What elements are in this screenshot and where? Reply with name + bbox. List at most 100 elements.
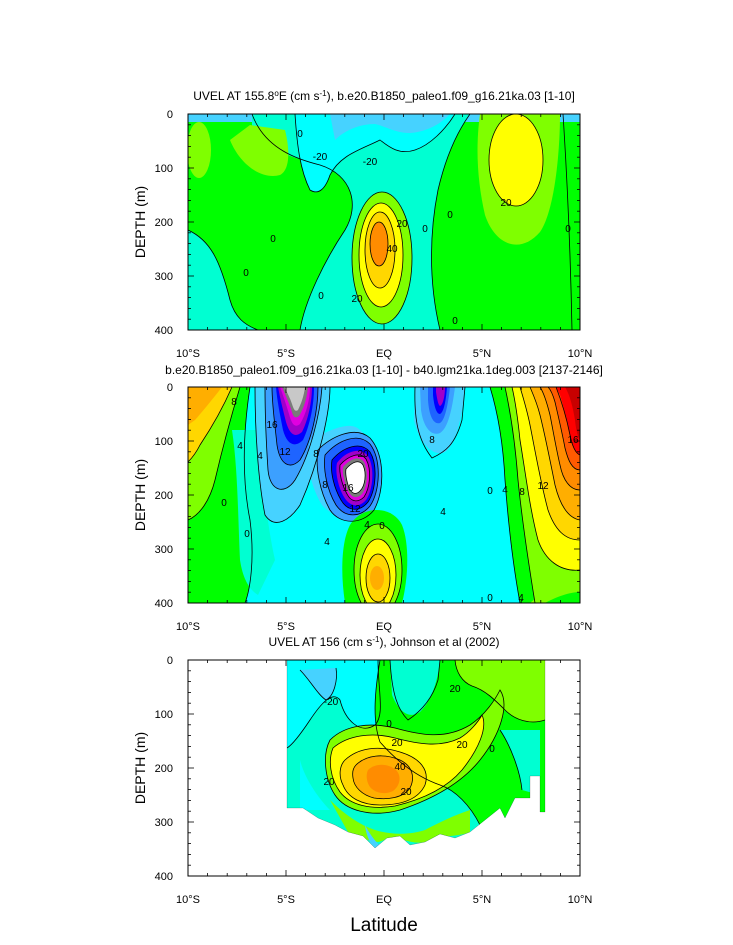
x-tick-label: 5°N — [473, 621, 492, 633]
y-tick-label: 200 — [155, 490, 173, 502]
clabel: 12 — [279, 447, 291, 458]
x-tick-label: EQ — [376, 894, 392, 906]
y-tick-label: 300 — [155, 817, 173, 829]
x-tick-label: 5°N — [473, 348, 492, 360]
y-tick-label: 200 — [155, 763, 173, 775]
clabel: 0 — [452, 316, 458, 327]
x-tick-label: 10°S — [176, 348, 200, 360]
clabel: 12 — [537, 481, 549, 492]
panel-2-ticks — [187, 386, 581, 604]
clabel: 0 — [447, 210, 453, 221]
y-tick-label: 300 — [155, 271, 173, 283]
clabel: 0 — [297, 129, 303, 140]
panel-1-ticks — [187, 113, 581, 331]
panel-3-contour-labels: -20 0 20 20 20 40 20 20 0 — [323, 684, 495, 798]
x-tick-label: 5°S — [277, 894, 295, 906]
clabel: 12 — [349, 504, 361, 515]
ne-darkred — [565, 387, 580, 440]
clabel: 40 — [394, 762, 406, 773]
negative-core — [300, 668, 337, 700]
panel-2-title: b.e20.B1850_paleo1.f09_g16.21ka.03 [1-10… — [165, 363, 603, 377]
sw-eastward-patch — [188, 122, 211, 178]
panel-3-y-ticklabels: 0 100 200 300 400 — [155, 655, 173, 883]
clabel: 0 — [422, 224, 428, 235]
x-tick-label: 5°S — [277, 348, 295, 360]
x-tick-label: 10°N — [568, 621, 593, 633]
panel-3-ylabel: DEPTH (m) — [132, 732, 148, 804]
clabel: 0 — [565, 224, 571, 235]
clabel: 0 — [244, 529, 250, 540]
deep-lime — [330, 800, 470, 843]
clabel: 4 — [502, 485, 508, 496]
y-tick-label: 0 — [167, 109, 173, 121]
clabel: -20 — [363, 157, 378, 168]
clabel: 20 — [500, 198, 512, 209]
x-tick-label: EQ — [376, 621, 392, 633]
panel-2-y-ticklabels: 0 100 200 300 400 — [155, 382, 173, 610]
clabel: 20 — [456, 740, 468, 751]
x-tick-label: 10°N — [568, 348, 593, 360]
x-tick-label: EQ — [376, 348, 392, 360]
euc-orange — [366, 764, 400, 794]
east-aqua — [500, 730, 540, 795]
y-tick-label: 100 — [155, 709, 173, 721]
panel-2-contour-field — [188, 387, 580, 603]
clabel: 20 — [449, 684, 461, 695]
clabel: 0 — [386, 719, 392, 730]
s-eastward-patch — [230, 125, 289, 176]
x-tick-label: 10°N — [568, 894, 593, 906]
y-tick-label: 100 — [155, 436, 173, 448]
clabel: 20 — [357, 449, 369, 460]
panel-1-ylabel: DEPTH (m) — [132, 186, 148, 258]
clabel: 8 — [313, 449, 319, 460]
panel-1-x-ticklabels: 10°S 5°S EQ 5°N 10°N — [176, 348, 592, 360]
panel-2-x-ticklabels: 10°S 5°S EQ 5°N 10°N — [176, 621, 592, 633]
clabel: 4 — [364, 520, 370, 531]
panel-3-x-ticklabels: 10°S 5°S EQ 5°N 10°N — [176, 894, 592, 906]
x-tick-label: 5°S — [277, 621, 295, 633]
clabel: 4 — [237, 441, 243, 452]
clabel: 20 — [351, 294, 363, 305]
y-tick-label: 400 — [155, 598, 173, 610]
figure-xlabel: Latitude — [350, 915, 418, 936]
panel-1-contour-lines — [188, 114, 573, 330]
clabel: 8 — [231, 397, 237, 408]
y-tick-label: 0 — [167, 382, 173, 394]
clabel: -20 — [324, 697, 339, 708]
obs-coverage-outline — [286, 659, 546, 849]
clabel: 0 — [489, 744, 495, 755]
panel-2-ylabel: DEPTH (m) — [132, 459, 148, 531]
clabel: 20 — [323, 777, 335, 788]
clabel: 0 — [243, 268, 249, 279]
y-tick-label: 400 — [155, 325, 173, 337]
clabel: 20 — [396, 219, 408, 230]
panel-2-contour-lines — [188, 387, 580, 603]
clabel: 0 — [379, 521, 385, 532]
panel-1-y-ticklabels: 0 100 200 300 400 — [155, 109, 173, 337]
x-tick-label: 5°N — [473, 894, 492, 906]
panel-2-contour-labels: 8 4 0 0 16 12 4 8 20 16 12 8 4 0 4 8 0 4… — [221, 397, 579, 604]
clabel: 16 — [342, 483, 354, 494]
clabel: 8 — [429, 435, 435, 446]
sw-negative-2 — [300, 760, 330, 810]
panel-3-ticks — [187, 659, 581, 877]
clabel: 8 — [519, 487, 525, 498]
panel-1: UVEL AT 155.8oE (cm s-1), b.e20.B1850_pa… — [132, 89, 592, 361]
clabel: 8 — [322, 480, 328, 491]
clabel: 4 — [440, 507, 446, 518]
deep-sky-patch — [365, 825, 385, 848]
clabel: 0 — [487, 486, 493, 497]
clabel: 0 — [318, 291, 324, 302]
se-green — [545, 592, 580, 603]
clabel: 40 — [386, 244, 398, 255]
panel-3-title: UVEL AT 156 (cm s-1), Johnson et al (200… — [268, 635, 499, 650]
clabel: 16 — [567, 435, 579, 446]
clabel: 0 — [221, 498, 227, 509]
panel-2: b.e20.B1850_paleo1.f09_g16.21ka.03 [1-10… — [132, 363, 603, 633]
west-amber — [188, 387, 222, 425]
clabel: 0 — [487, 593, 493, 604]
clabel: -20 — [313, 152, 328, 163]
nh-jet-core — [489, 114, 543, 206]
sw-cool-region — [188, 230, 258, 330]
